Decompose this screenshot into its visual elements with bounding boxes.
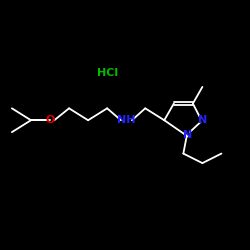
Text: O: O [45, 115, 55, 125]
Text: NH: NH [117, 115, 136, 125]
Text: N: N [184, 130, 193, 140]
Text: HCl: HCl [96, 68, 118, 78]
Text: N: N [198, 115, 207, 125]
